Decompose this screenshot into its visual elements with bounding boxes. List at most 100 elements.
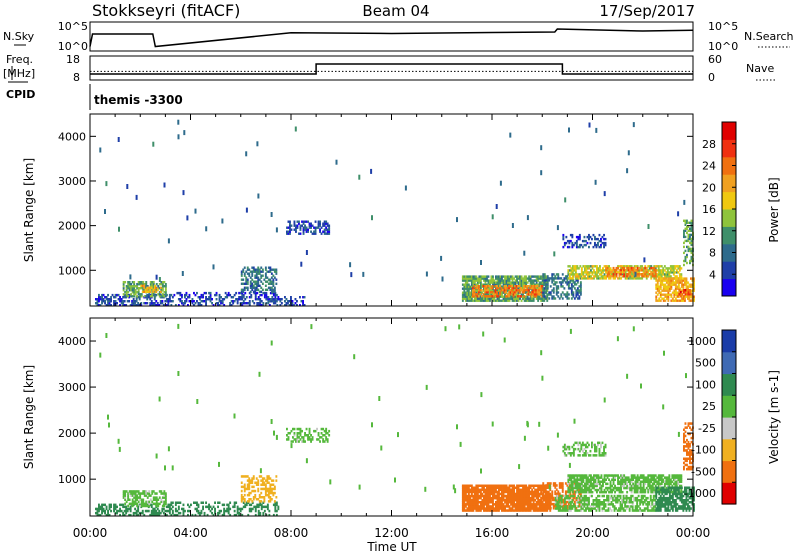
data-cell [627,265,630,268]
data-cell [566,496,569,500]
data-cell [476,283,479,286]
data-cell [113,296,115,299]
data-cell [486,505,488,508]
data-cell [149,494,152,497]
data-cell [605,486,607,490]
data-cell [656,281,659,284]
data-cell [310,226,312,229]
data-cell [554,490,557,493]
data-cell [245,276,248,279]
data-cell [464,490,467,494]
data-cell [505,501,508,504]
data-cell [320,232,323,235]
data-cell [486,490,488,494]
data-cell [474,293,477,296]
data-cell [668,279,671,282]
data-cell [667,287,670,290]
data-cell [669,275,672,278]
data-cell [591,265,594,268]
data-cell [554,504,557,508]
data-cell [636,271,639,274]
data-cell [220,509,222,513]
data-cell [576,474,579,477]
data-cell [205,501,207,504]
data-cell [323,224,326,227]
data-cell [541,289,544,292]
data-cell [111,293,114,297]
data-cell [567,293,570,296]
data-cell [137,289,140,292]
data-cell [635,268,638,272]
data-cell [577,505,580,508]
data-cell [461,494,464,498]
data-cell [534,488,537,492]
data-cell [626,266,629,270]
data-cell [587,480,589,483]
data-cell [484,295,486,298]
data-cell [275,227,278,233]
data-cell [594,476,597,479]
data-cell [194,293,197,297]
data-cell [251,270,254,273]
data-cell [614,474,616,477]
data-cell [633,266,636,270]
data-cell [272,274,275,277]
data-cell [174,503,177,507]
data-cell [615,474,618,477]
data-cell [543,504,546,508]
data-cell [267,300,270,303]
data-cell [568,505,571,508]
data-cell [472,486,475,489]
data-cell [244,302,247,305]
data-cell [560,283,563,286]
data-cell [325,429,328,433]
data-cell [608,270,610,274]
data-cell [472,505,475,508]
data-cell [568,265,571,268]
data-cell [533,287,536,290]
data-cell [467,279,470,282]
data-cell [483,501,485,504]
data-cell [584,271,586,274]
data-cell [243,500,246,503]
data-cell [323,429,326,433]
data-cell [140,295,143,298]
data-cell [633,265,636,268]
data-cell [603,488,606,492]
data-cell [684,293,687,296]
data-cell [245,282,248,285]
data-cell [142,287,145,290]
data-cell [682,279,685,282]
data-cell [609,269,612,272]
data-cell [540,297,543,300]
data-cell [196,507,198,511]
data-cell [605,266,607,270]
data-cell [676,293,679,296]
data-cell [265,298,268,301]
data-cell [130,285,133,288]
data-cell [146,500,149,504]
data-cell [621,484,624,488]
data-cell [470,285,473,288]
data-cell [532,484,535,487]
data-cell [221,302,224,305]
data-cell [326,222,329,225]
data-cell [490,275,493,278]
data-cell [523,250,526,256]
data-cell [502,285,505,288]
data-cell [639,474,642,477]
data-cell [519,492,521,496]
data-cell [502,496,505,500]
data-cell [579,293,582,296]
data-cell [469,494,472,498]
data-cell [674,480,677,483]
data-cell [651,269,654,272]
data-cell [122,293,125,296]
data-cell [504,484,506,487]
data-cell [158,509,161,513]
data-cell [260,286,263,289]
data-cell [496,496,499,500]
data-cell [489,494,491,498]
data-cell [523,494,526,498]
data-cell [269,491,272,495]
